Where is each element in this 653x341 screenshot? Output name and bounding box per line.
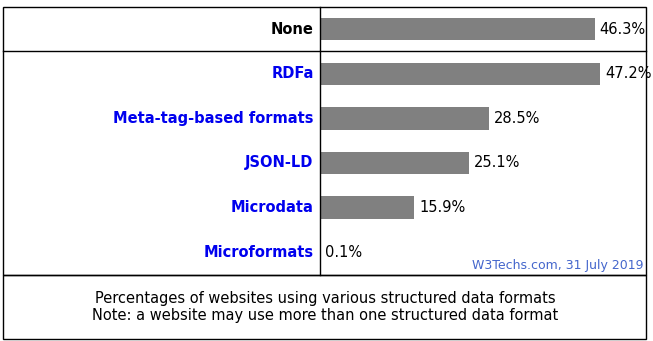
Text: 15.9%: 15.9% <box>419 200 466 215</box>
Bar <box>320 152 469 174</box>
Text: 28.5%: 28.5% <box>494 111 540 126</box>
Text: W3Techs.com, 31 July 2019: W3Techs.com, 31 July 2019 <box>472 259 643 272</box>
Text: 0.1%: 0.1% <box>325 245 362 260</box>
Bar <box>320 18 595 40</box>
Text: 47.2%: 47.2% <box>605 66 652 81</box>
Bar <box>320 196 415 219</box>
Text: None: None <box>271 21 313 36</box>
Bar <box>320 107 489 130</box>
Text: Microdata: Microdata <box>231 200 313 215</box>
Text: JSON-LD: JSON-LD <box>246 155 313 170</box>
Text: RDFa: RDFa <box>271 66 313 81</box>
Bar <box>320 63 600 85</box>
Text: 46.3%: 46.3% <box>599 21 646 36</box>
Text: Meta-tag-based formats: Meta-tag-based formats <box>113 111 313 126</box>
Text: 25.1%: 25.1% <box>473 155 520 170</box>
Text: Microformats: Microformats <box>204 245 313 260</box>
Text: Percentages of websites using various structured data formats
Note: a website ma: Percentages of websites using various st… <box>91 291 558 323</box>
